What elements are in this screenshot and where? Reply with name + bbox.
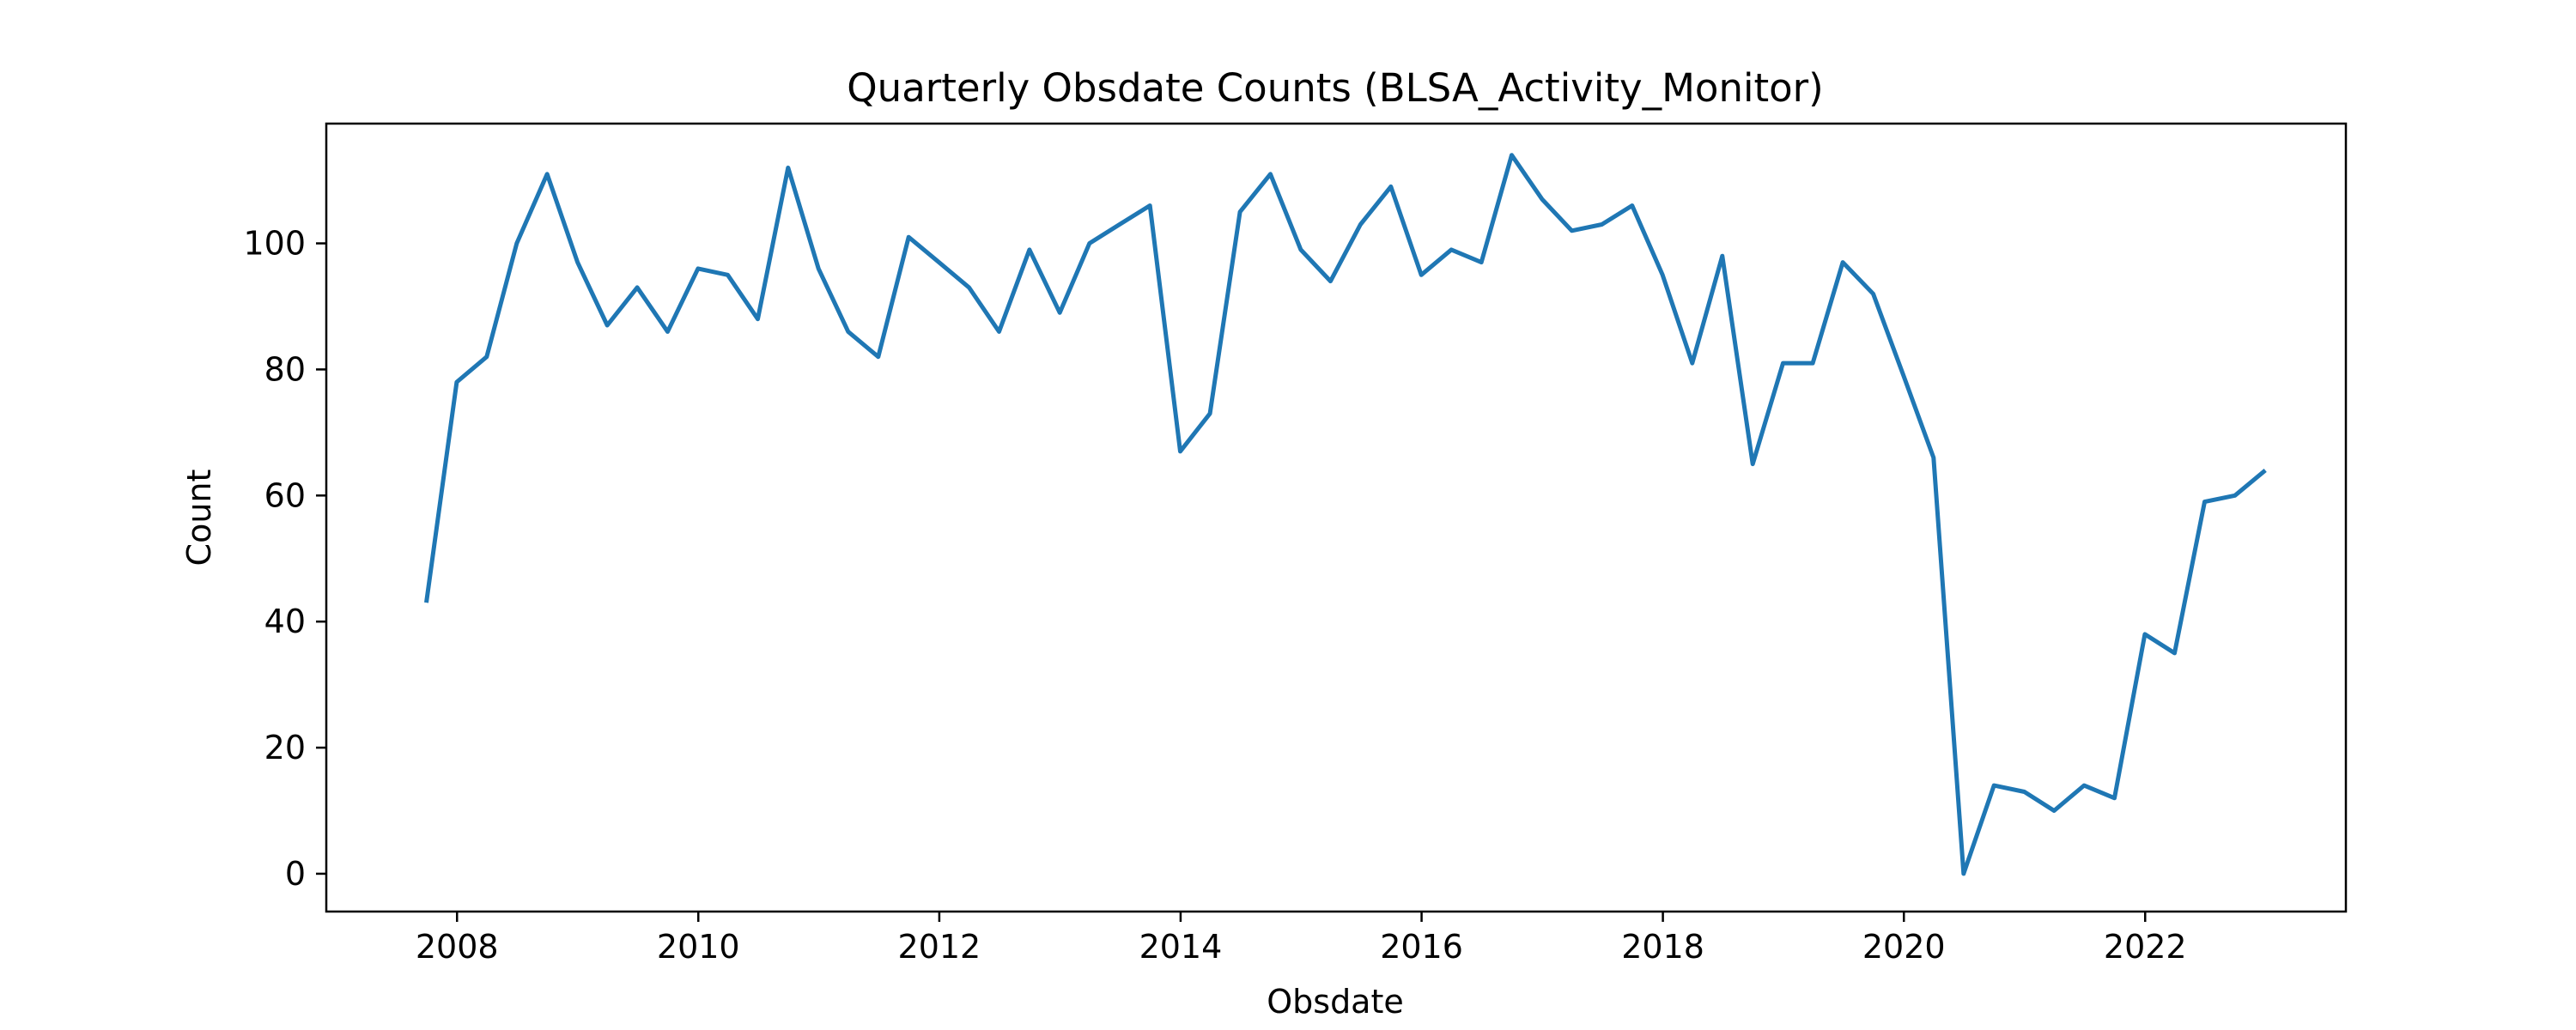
plot-area (424, 153, 2267, 876)
y-tick-label: 80 (264, 350, 306, 388)
y-tick-label: 20 (264, 729, 306, 766)
x-tick-label: 2012 (898, 928, 981, 966)
x-tick-label: 2018 (1621, 928, 1704, 966)
y-axis-label: Count (180, 470, 218, 566)
y-tick-label: 0 (285, 855, 306, 893)
series-line (424, 153, 2267, 876)
chart-title: Quarterly Obsdate Counts (BLSA_Activity_… (847, 65, 1823, 111)
x-tick-label: 2010 (657, 928, 740, 966)
x-tick-label: 2020 (1862, 928, 1946, 966)
x-tick-label: 2022 (2104, 928, 2187, 966)
x-axis-label: Obsdate (1267, 983, 1404, 1021)
y-axis: 0 20 40 60 80 100 (243, 225, 326, 893)
x-tick-label: 2014 (1139, 928, 1223, 966)
x-tick-label: 2016 (1380, 928, 1463, 966)
y-tick-label: 60 (264, 476, 306, 514)
x-axis: 2008 2010 2012 2014 2016 2018 2020 2022 (416, 912, 2187, 966)
plot-frame (325, 122, 2348, 913)
y-tick-label: 100 (243, 225, 306, 263)
x-tick-label: 2008 (416, 928, 499, 966)
y-tick-label: 40 (264, 603, 306, 640)
